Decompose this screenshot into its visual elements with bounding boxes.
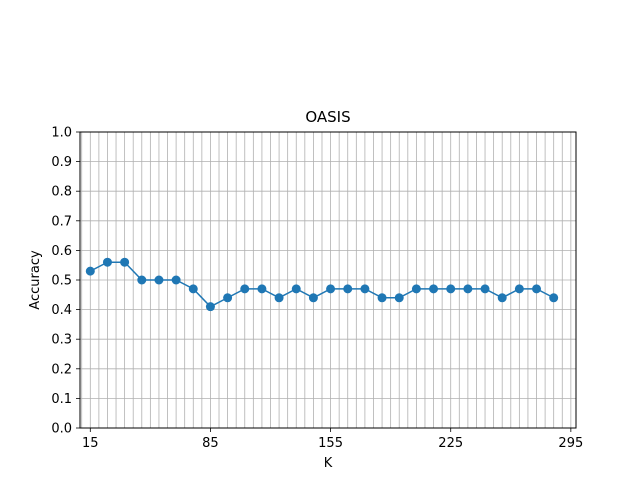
y-axis-label: Accuracy <box>28 250 43 310</box>
data-point <box>308 293 318 303</box>
data-point <box>394 293 404 303</box>
data-point <box>326 284 336 294</box>
data-point <box>291 284 301 294</box>
x-tick-label: 155 <box>318 436 343 451</box>
chart-title: OASIS <box>305 108 350 126</box>
y-tick-label: 0.2 <box>51 362 72 377</box>
data-point <box>223 293 233 303</box>
x-tick-label: 85 <box>202 436 219 451</box>
data-point <box>549 293 559 303</box>
data-point <box>446 284 456 294</box>
data-point <box>240 284 250 294</box>
data-point <box>120 257 130 267</box>
x-axis-ticks: 15 85 155 225 295 <box>82 428 583 451</box>
series-line <box>89 261 555 308</box>
data-point <box>429 284 439 294</box>
y-tick-label: 0.0 <box>51 422 72 437</box>
data-point <box>102 257 112 267</box>
y-tick-label: 0.6 <box>51 244 72 259</box>
y-tick-label: 0.8 <box>51 185 72 200</box>
series-markers <box>85 257 559 312</box>
data-point <box>257 284 267 294</box>
x-tick-label: 295 <box>558 436 583 451</box>
data-point <box>205 302 215 312</box>
data-point <box>497 293 507 303</box>
y-tick-label: 0.3 <box>51 333 72 348</box>
y-tick-label: 1.0 <box>51 126 72 141</box>
x-tick-label: 225 <box>438 436 463 451</box>
y-tick-label: 0.4 <box>51 303 72 318</box>
y-axis-ticks: 0.0 0.1 0.2 0.3 0.4 0.5 0.6 0.7 0.8 0.9 1.0 <box>51 126 80 437</box>
x-tick-label: 15 <box>82 436 99 451</box>
data-point <box>343 284 353 294</box>
x-axis-label: K <box>324 456 333 471</box>
data-point <box>514 284 524 294</box>
series-line-layer <box>89 261 555 308</box>
data-point <box>480 284 490 294</box>
data-point <box>411 284 421 294</box>
data-point <box>154 275 164 285</box>
y-tick-label: 0.7 <box>51 214 72 229</box>
data-point <box>85 266 95 276</box>
data-point <box>360 284 370 294</box>
y-tick-label: 0.9 <box>51 155 72 170</box>
grid-lines <box>80 131 576 429</box>
data-point <box>171 275 181 285</box>
y-tick-label: 0.5 <box>51 274 72 289</box>
data-point <box>463 284 473 294</box>
data-point <box>274 293 284 303</box>
data-point <box>377 293 387 303</box>
y-tick-label: 0.1 <box>51 392 72 407</box>
data-point <box>188 284 198 294</box>
data-point <box>532 284 542 294</box>
data-point <box>137 275 147 285</box>
